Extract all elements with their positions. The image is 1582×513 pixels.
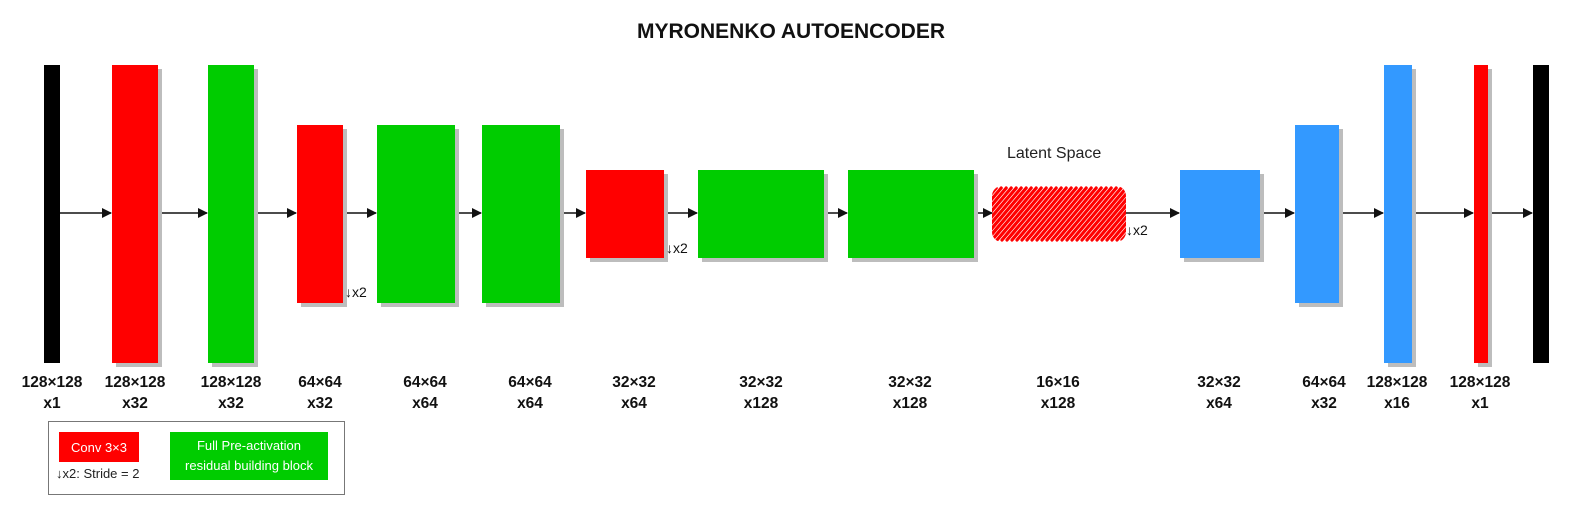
size-text: 32×32 (739, 374, 783, 391)
res4-block (698, 170, 824, 258)
size-text: 64×64 (298, 374, 342, 391)
dec3-dimension-label: 128×128 x16 (1337, 372, 1457, 414)
res5-dimension-label: 32×32 x128 (850, 372, 970, 414)
size-text: 32×32 (1197, 374, 1241, 391)
channels-text: x128 (1040, 395, 1076, 412)
output-block (1533, 65, 1549, 363)
res2-dimension-label: 64×64 x64 (365, 372, 485, 414)
dec2-dimension-label: 64×64 x32 (1264, 372, 1384, 414)
conv-out-dimension-label: 128×128 x1 (1420, 372, 1540, 414)
res1-dimension-label: 128×128 x32 (171, 372, 291, 414)
conv2-stride-label: ↓x2 (345, 284, 367, 300)
size-text: 128×128 (1366, 374, 1428, 391)
channels-text: x64 (412, 395, 438, 412)
channels-text: x16 (1384, 395, 1410, 412)
conv3-dimension-label: 32×32 x64 (574, 372, 694, 414)
channels-text: x32 (218, 395, 244, 412)
legend-stride-desc: ↓x2: Stride = 2 (56, 466, 140, 481)
channels-text: x1 (43, 395, 61, 412)
res2-block (377, 125, 455, 303)
channels-text: x64 (517, 395, 543, 412)
legend-conv-swatch: Conv 3×3 (59, 432, 139, 462)
conv2-block (297, 125, 343, 303)
res3-block (482, 125, 560, 303)
legend-residual-swatch: Full Pre-activation residual building bl… (170, 432, 328, 480)
channels-text: x32 (307, 395, 333, 412)
latent-space-label: Latent Space (1007, 145, 1102, 162)
legend-res-line2: residual building block (185, 458, 313, 473)
res5-block (848, 170, 974, 258)
channels-text: x128 (892, 395, 928, 412)
channels-text: x1 (1471, 395, 1489, 412)
conv1-block (112, 65, 158, 363)
size-text: 16×16 (1036, 374, 1080, 391)
channels-text: x128 (743, 395, 779, 412)
dec2-block (1295, 125, 1339, 303)
input-block (44, 65, 60, 363)
conv-out-block (1474, 65, 1488, 363)
conv3-block (586, 170, 664, 258)
legend-res-line1: Full Pre-activation (196, 438, 302, 453)
latent-space-block (992, 186, 1126, 242)
input-dimension-label: 128×128 x1 (0, 372, 112, 414)
res4-dimension-label: 32×32 x128 (701, 372, 821, 414)
dec1-dimension-label: 32×32 x64 (1159, 372, 1279, 414)
size-text: 64×64 (403, 374, 447, 391)
legend: Conv 3×3 ↓x2: Stride = 2 Full Pre-activa… (48, 421, 345, 495)
conv1-dimension-label: 128×128 x32 (75, 372, 195, 414)
size-text: 128×128 (1449, 374, 1511, 391)
size-text: 128×128 (200, 374, 262, 391)
size-text: 32×32 (612, 374, 656, 391)
size-text: 64×64 (508, 374, 552, 391)
size-text: 128×128 (104, 374, 166, 391)
res3-dimension-label: 64×64 x64 (470, 372, 590, 414)
conv2-dimension-label: 64×64 x32 (260, 372, 380, 414)
channels-text: x64 (621, 395, 647, 412)
channels-text: x32 (1311, 395, 1337, 412)
size-text: 128×128 (21, 374, 83, 391)
latent-stride-label: ↓x2 (1126, 222, 1148, 238)
channels-text: x32 (122, 395, 148, 412)
diagram-title: MYRONENKO AUTOENCODER (636, 20, 946, 43)
dec3-block (1384, 65, 1412, 363)
size-text: 32×32 (888, 374, 932, 391)
res1-block (208, 65, 254, 363)
conv3-stride-label: ↓x2 (666, 240, 688, 256)
channels-text: x64 (1206, 395, 1232, 412)
size-text: 64×64 (1302, 374, 1346, 391)
dec1-block (1180, 170, 1260, 258)
latent-dimension-label: 16×16 x128 (998, 372, 1118, 414)
